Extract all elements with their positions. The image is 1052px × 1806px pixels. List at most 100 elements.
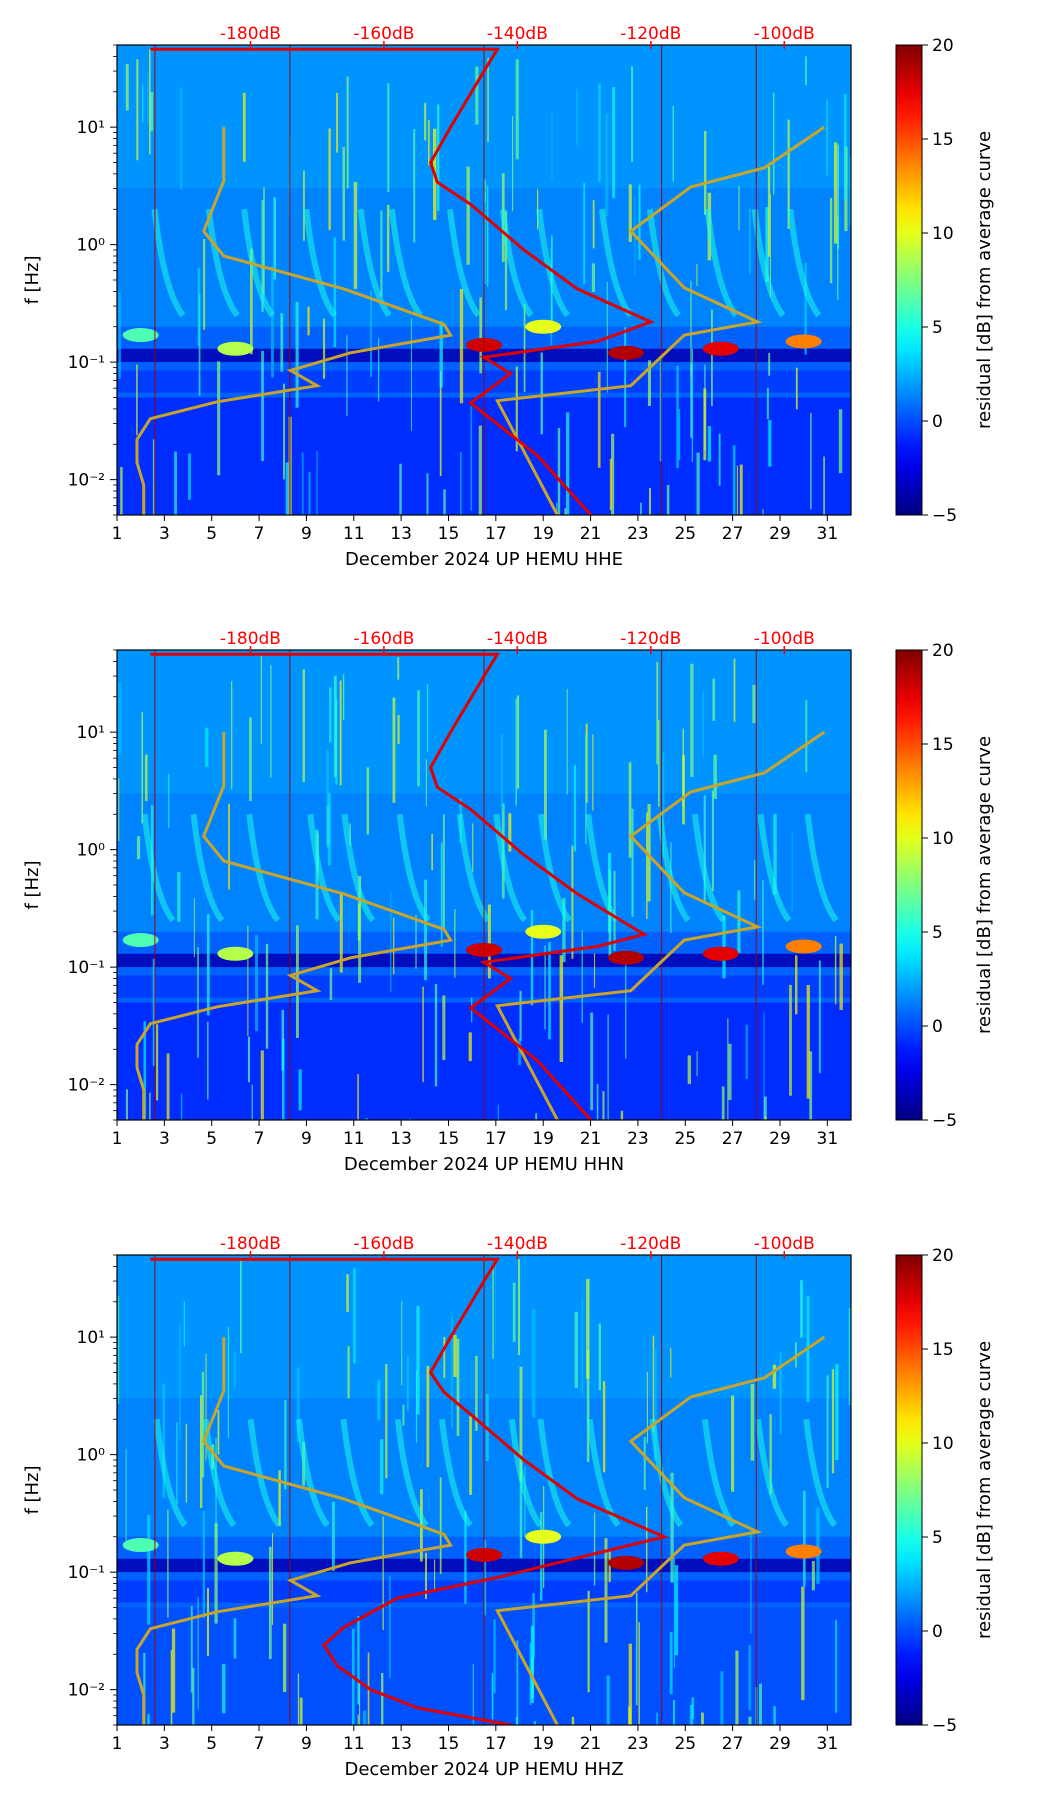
residual-streak xyxy=(285,462,289,515)
residual-streak xyxy=(328,128,331,231)
residual-streak xyxy=(607,1014,609,1120)
microseism-plume xyxy=(202,1418,237,1528)
residual-streak xyxy=(442,995,446,1061)
residual-streak xyxy=(147,1514,151,1625)
residual-streak xyxy=(523,304,526,392)
microseism-plume xyxy=(537,1418,572,1528)
residual-streak xyxy=(295,925,299,1038)
curve-1 xyxy=(135,127,454,515)
x-tick-label: 29 xyxy=(769,524,791,544)
residual-streak xyxy=(149,49,151,155)
colorbar-tick-label: 15 xyxy=(932,130,954,150)
residual-streak xyxy=(141,712,144,824)
residual-streak xyxy=(251,1084,253,1120)
residual-streak xyxy=(397,714,400,745)
energy-hotspot xyxy=(785,334,822,349)
residual-streak xyxy=(611,433,615,515)
residual-streak xyxy=(826,99,828,176)
residual-streak xyxy=(397,657,400,680)
residual-streak xyxy=(179,87,183,190)
residual-streak xyxy=(646,812,648,919)
x-tick-label: 27 xyxy=(722,524,744,544)
residual-streak xyxy=(753,860,756,900)
residual-streak xyxy=(598,83,601,183)
colorbar-tick-label: 15 xyxy=(932,1340,954,1360)
residual-streak xyxy=(146,72,149,125)
residual-streak xyxy=(222,1664,226,1714)
residual-streak xyxy=(707,426,712,462)
residual-streak xyxy=(837,144,840,249)
residual-streak xyxy=(690,280,692,377)
residual-streak xyxy=(592,200,595,249)
residual-streak xyxy=(217,1409,220,1455)
x-tick-label: 11 xyxy=(343,524,365,544)
residual-streak xyxy=(763,1012,765,1120)
residual-streak xyxy=(769,1414,772,1495)
residual-streak xyxy=(803,1490,806,1587)
residual-streak xyxy=(322,318,326,379)
residual-streak xyxy=(233,1618,237,1659)
residual-streak xyxy=(472,1664,474,1725)
residual-streak xyxy=(271,1532,274,1625)
residual-streak xyxy=(492,1265,494,1360)
residual-streak xyxy=(537,189,539,230)
residual-streak xyxy=(136,59,139,161)
residual-streak xyxy=(333,237,337,348)
residual-streak xyxy=(162,1383,166,1498)
energy-hotspot xyxy=(217,1551,254,1566)
residual-streak xyxy=(207,1021,209,1100)
residual-streak xyxy=(628,762,632,858)
residual-streak xyxy=(592,734,594,811)
residual-streak xyxy=(174,451,177,515)
residual-streak xyxy=(278,1470,281,1527)
residual-streak xyxy=(426,473,429,515)
db-tick-label: -140dB xyxy=(487,1234,548,1254)
residual-streak xyxy=(696,452,700,515)
y-axis-label: f [Hz] xyxy=(22,860,43,909)
microseism-plume xyxy=(357,208,392,318)
residual-streak xyxy=(328,792,331,866)
residual-streak xyxy=(152,958,156,1067)
residual-streak xyxy=(273,197,277,280)
residual-streak xyxy=(763,1096,767,1120)
residual-streak xyxy=(171,1628,176,1713)
microseism-plume xyxy=(396,813,431,923)
residual-streak xyxy=(762,509,764,515)
residual-streak xyxy=(801,1586,805,1701)
x-tick-label: 23 xyxy=(627,1129,649,1149)
residual-streak xyxy=(556,502,558,515)
residual-streak xyxy=(519,1366,523,1482)
residual-streak xyxy=(326,749,329,849)
y-axis-label: f [Hz] xyxy=(22,1465,43,1514)
residual-streak xyxy=(727,1018,729,1120)
residual-streak xyxy=(242,92,246,162)
residual-streak xyxy=(764,1116,767,1120)
residual-streak xyxy=(118,292,121,379)
residual-streak xyxy=(470,406,473,511)
y-tick-label: 10⁻¹ xyxy=(68,1563,105,1583)
residual-streak xyxy=(166,1053,170,1120)
x-tick-label: 19 xyxy=(532,1129,554,1149)
residual-streak xyxy=(392,917,395,975)
residual-streak xyxy=(571,845,574,959)
residual-streak xyxy=(185,1423,188,1503)
microseism-plume xyxy=(649,1418,684,1528)
residual-streak xyxy=(367,1652,370,1725)
residual-streak xyxy=(662,752,665,857)
residual-streak xyxy=(656,661,659,765)
x-tick-label: 19 xyxy=(532,524,554,544)
residual-streak xyxy=(357,903,361,941)
residual-streak xyxy=(177,872,181,922)
x-tick-label: 3 xyxy=(159,1734,170,1754)
db-tick-label: -100dB xyxy=(754,24,815,44)
x-tick-label: 7 xyxy=(254,1129,265,1149)
residual-streak xyxy=(804,262,807,355)
residual-streak xyxy=(504,210,508,311)
residual-streak xyxy=(606,1675,610,1725)
residual-streak xyxy=(672,1700,675,1725)
y-tick-label: 10¹ xyxy=(77,723,105,743)
residual-streak xyxy=(581,930,583,1023)
residual-streak xyxy=(779,1351,782,1434)
residual-streak xyxy=(676,365,679,469)
